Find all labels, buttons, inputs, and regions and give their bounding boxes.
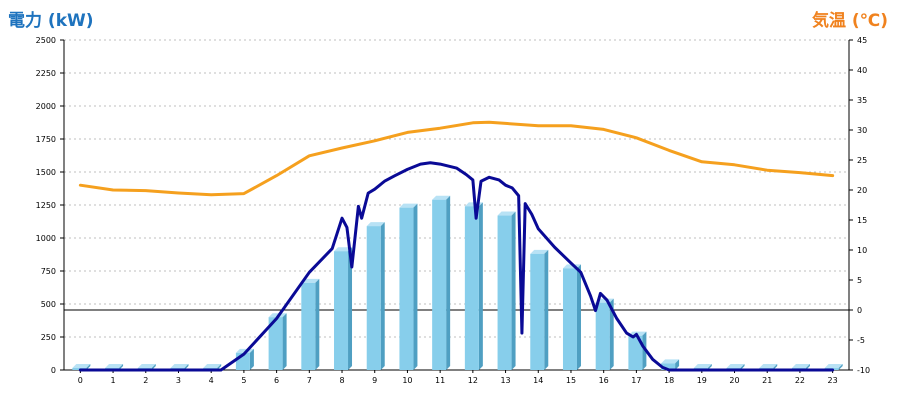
bar-top bbox=[497, 211, 516, 216]
bar-top bbox=[334, 247, 353, 252]
left-tick-label: 750 bbox=[41, 267, 56, 276]
x-tick-label: 22 bbox=[795, 376, 805, 385]
bar-side bbox=[282, 313, 287, 370]
bar-side bbox=[576, 264, 581, 370]
x-tick-label: 3 bbox=[176, 376, 181, 385]
bar bbox=[661, 363, 676, 370]
bar-side bbox=[642, 331, 647, 370]
x-tick-label: 11 bbox=[435, 376, 445, 385]
bar bbox=[497, 215, 512, 370]
bar-side bbox=[249, 348, 254, 370]
x-tick-label: 8 bbox=[339, 376, 344, 385]
x-tick-label: 18 bbox=[664, 376, 674, 385]
x-tick-label: 20 bbox=[729, 376, 739, 385]
left-tick-label: 2500 bbox=[36, 36, 56, 45]
right-tick-label: 15 bbox=[857, 216, 867, 225]
bar bbox=[301, 282, 316, 370]
bar bbox=[628, 335, 643, 370]
right-tick-label: 5 bbox=[857, 276, 862, 285]
x-tick-label: 7 bbox=[307, 376, 312, 385]
left-tick-label: 1750 bbox=[36, 135, 56, 144]
bar bbox=[432, 199, 447, 370]
bar-top bbox=[203, 364, 222, 369]
x-tick-label: 9 bbox=[372, 376, 377, 385]
left-tick-label: 250 bbox=[41, 333, 56, 342]
bar-top bbox=[693, 364, 712, 369]
right-tick-label: -5 bbox=[857, 336, 865, 345]
x-tick-label: 6 bbox=[274, 376, 279, 385]
bar-top bbox=[791, 364, 810, 369]
x-tick-label: 12 bbox=[468, 376, 478, 385]
bar-top bbox=[661, 359, 680, 364]
bar-top bbox=[726, 364, 745, 369]
bar-side bbox=[838, 364, 843, 370]
bar-side bbox=[675, 359, 680, 370]
right-tick-label: 10 bbox=[857, 246, 867, 255]
x-tick-label: 13 bbox=[500, 376, 510, 385]
bar-side bbox=[544, 249, 549, 370]
bar bbox=[366, 226, 381, 370]
bar-top bbox=[399, 203, 418, 208]
right-tick-label: 45 bbox=[857, 36, 867, 45]
bar-top bbox=[759, 364, 778, 369]
x-tick-label: 5 bbox=[241, 376, 246, 385]
left-tick-label: 1000 bbox=[36, 234, 56, 243]
x-tick-label: 2 bbox=[143, 376, 148, 385]
bar bbox=[334, 251, 349, 370]
x-tick-label: 10 bbox=[402, 376, 412, 385]
bar-side bbox=[446, 195, 451, 370]
right-tick-label: 40 bbox=[857, 66, 867, 75]
bar-top bbox=[432, 195, 451, 200]
x-tick-label: 1 bbox=[111, 376, 116, 385]
bar bbox=[399, 207, 414, 370]
bar-top bbox=[301, 278, 320, 283]
bar-side bbox=[413, 203, 418, 370]
right-tick-label: 35 bbox=[857, 96, 867, 105]
bar-top bbox=[170, 364, 189, 369]
right-tick-label: 30 bbox=[857, 126, 867, 135]
bar-side bbox=[380, 222, 385, 370]
bar-top bbox=[105, 364, 124, 369]
bar-top bbox=[366, 222, 385, 227]
right-tick-label: 20 bbox=[857, 186, 867, 195]
bar bbox=[595, 302, 610, 370]
right-axis-title: 気温 (℃) bbox=[811, 11, 888, 31]
x-tick-label: 0 bbox=[78, 376, 83, 385]
x-tick-label: 23 bbox=[828, 376, 838, 385]
x-tick-label: 15 bbox=[566, 376, 576, 385]
left-tick-label: 500 bbox=[41, 300, 56, 309]
bar-side bbox=[478, 202, 483, 370]
bar-top bbox=[530, 249, 549, 254]
x-tick-label: 21 bbox=[762, 376, 772, 385]
left-tick-label: 0 bbox=[51, 366, 56, 375]
bar-top bbox=[824, 364, 843, 369]
bar bbox=[562, 268, 577, 370]
right-tick-label: 25 bbox=[857, 156, 867, 165]
x-tick-label: 16 bbox=[599, 376, 609, 385]
bar-side bbox=[348, 247, 353, 370]
bar-side bbox=[315, 278, 320, 370]
bar bbox=[268, 317, 283, 370]
right-tick-label: -10 bbox=[857, 366, 870, 375]
left-tick-label: 1250 bbox=[36, 201, 56, 210]
right-tick-label: 0 bbox=[857, 306, 862, 315]
bar bbox=[530, 253, 545, 370]
left-tick-label: 2000 bbox=[36, 102, 56, 111]
left-tick-label: 1500 bbox=[36, 168, 56, 177]
bar-side bbox=[609, 298, 614, 370]
left-axis-title: 電力 (kW) bbox=[8, 11, 94, 31]
x-tick-label: 14 bbox=[533, 376, 543, 385]
bar-top bbox=[72, 364, 91, 369]
bar bbox=[464, 206, 479, 370]
x-tick-label: 19 bbox=[697, 376, 707, 385]
x-tick-label: 17 bbox=[631, 376, 641, 385]
x-tick-label: 4 bbox=[209, 376, 214, 385]
temperature-line bbox=[78, 120, 835, 197]
left-tick-label: 2250 bbox=[36, 69, 56, 78]
bar-top bbox=[137, 364, 156, 369]
bar-side bbox=[511, 211, 516, 370]
power-line bbox=[78, 161, 835, 372]
